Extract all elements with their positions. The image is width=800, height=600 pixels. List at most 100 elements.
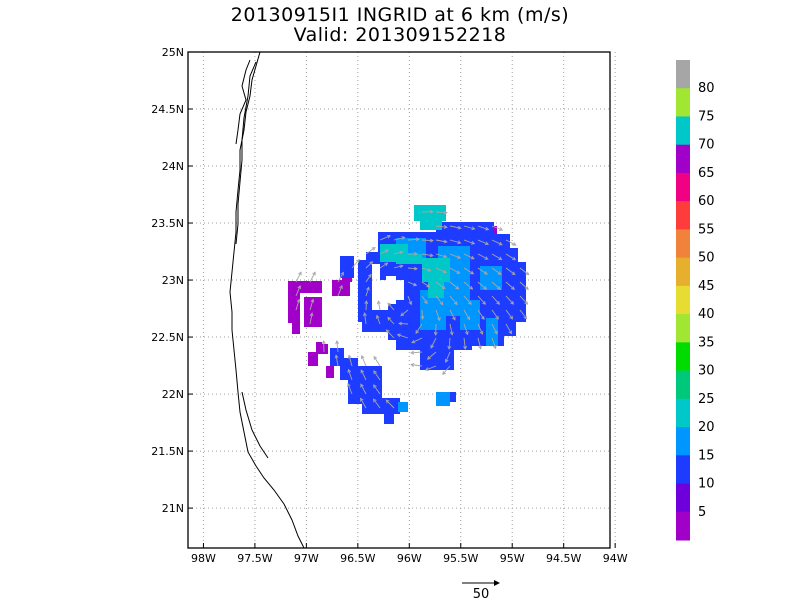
colorbar-segment [676, 116, 690, 146]
y-tick-label: 23.5N [151, 217, 184, 230]
colorbar-label: 25 [698, 392, 715, 407]
colorbar-label: 65 [698, 166, 715, 181]
wind-vector [407, 295, 413, 306]
wind-vector [435, 267, 447, 274]
wind-vector [435, 239, 448, 244]
wind-vector [379, 234, 392, 241]
wind-vector [421, 267, 432, 272]
wind-vector [491, 337, 497, 350]
x-tick-label: 98W [191, 552, 216, 565]
y-axis-ticks: 25N 24.5N 24N 23.5N 23N 22.5N 22N 21.5N 21N [151, 46, 193, 515]
coastline [229, 52, 305, 548]
wind-vector [347, 354, 353, 367]
wind-vector [362, 312, 367, 325]
wind-vector [463, 323, 469, 336]
colorbar-segment [676, 144, 690, 174]
colorbar-label: 55 [698, 222, 715, 237]
wind-vector [519, 281, 529, 291]
wind-vector [373, 355, 381, 367]
wind-vector [334, 354, 339, 367]
colorbar-label: 50 [698, 251, 715, 266]
wind-vector [505, 253, 517, 261]
wind-vector [347, 382, 353, 395]
colorbar-segment [676, 60, 690, 89]
wind-vector [407, 251, 418, 256]
wind-vector [449, 267, 461, 274]
y-tick-label: 21N [162, 502, 184, 515]
wind-vector [421, 238, 434, 243]
colorbar-label: 60 [698, 194, 715, 209]
wind-vector [379, 262, 389, 269]
wind-vector [365, 286, 370, 297]
wind-vector [477, 309, 485, 320]
wind-vector [435, 225, 448, 229]
wind-vector [463, 225, 476, 231]
x-tick-label: 97W [294, 552, 319, 565]
wind-vector [505, 281, 515, 290]
wind-vector [295, 271, 302, 283]
wind-vector [435, 295, 444, 306]
wind-vector [372, 398, 381, 409]
wind-vector [375, 314, 381, 325]
wind-vector [351, 258, 360, 269]
wind-vector [505, 239, 517, 246]
wind-vector [424, 365, 437, 371]
wind-vector [407, 266, 418, 271]
wind-vector [365, 261, 374, 269]
wind-vector [463, 309, 471, 321]
colorbar-segment [676, 455, 690, 485]
wind-vector [337, 271, 344, 283]
wind-vector [463, 267, 475, 275]
wind-vector [444, 351, 451, 363]
wind-vector [491, 295, 501, 305]
wind-vector [477, 253, 489, 260]
wind-vector [393, 250, 404, 255]
wind-vector [491, 225, 504, 231]
wind-vector [477, 239, 489, 246]
x-tick-label: 94W [603, 552, 628, 565]
wind-vector [449, 239, 462, 245]
wind-vector [435, 309, 441, 322]
wind-vector [491, 239, 503, 246]
colorbar-segment [676, 370, 690, 400]
colorbar-label: 40 [698, 307, 715, 322]
wind-vector [463, 295, 472, 306]
y-tick-label: 24.5N [151, 103, 184, 116]
wind-region-teal [380, 205, 450, 298]
wind-vector [449, 309, 456, 321]
wind-vector [393, 264, 404, 269]
wind-vector [360, 397, 367, 409]
x-tick-label: 94.5W [546, 552, 581, 565]
wind-vector [309, 312, 314, 325]
wind-vector [421, 281, 431, 288]
wind-vector [426, 351, 437, 360]
wind-vector [393, 236, 406, 241]
x-tick-label: 96.5W [340, 552, 375, 565]
x-tick-label: 95.5W [443, 552, 478, 565]
wind-vector [376, 300, 381, 311]
colorbar-segment [676, 172, 690, 202]
wind-vectors [295, 209, 530, 409]
wind-vector [477, 323, 484, 335]
eye-region [322, 276, 402, 344]
reference-vector: 50 [462, 580, 500, 600]
map-subtitle: Valid: 201309152218 [293, 24, 507, 46]
y-tick-label: 25N [162, 46, 184, 59]
colorbar-label: 5 [698, 505, 706, 520]
wind-vector [519, 267, 530, 276]
wind-vector [463, 239, 476, 245]
wind-vector [373, 370, 381, 381]
colorbar-segment [676, 483, 690, 513]
wind-vector [505, 309, 514, 320]
colorbar-label: 80 [698, 81, 715, 96]
wind-vector [442, 365, 451, 375]
reference-vector-label: 50 [473, 587, 490, 600]
x-tick-label: 95W [500, 552, 525, 565]
wind-vector [309, 298, 315, 311]
wind-vector [421, 295, 428, 305]
wind-field [288, 205, 530, 424]
wind-vector [505, 323, 512, 335]
wind-vector [449, 281, 460, 290]
y-tick-label: 22N [162, 388, 184, 401]
